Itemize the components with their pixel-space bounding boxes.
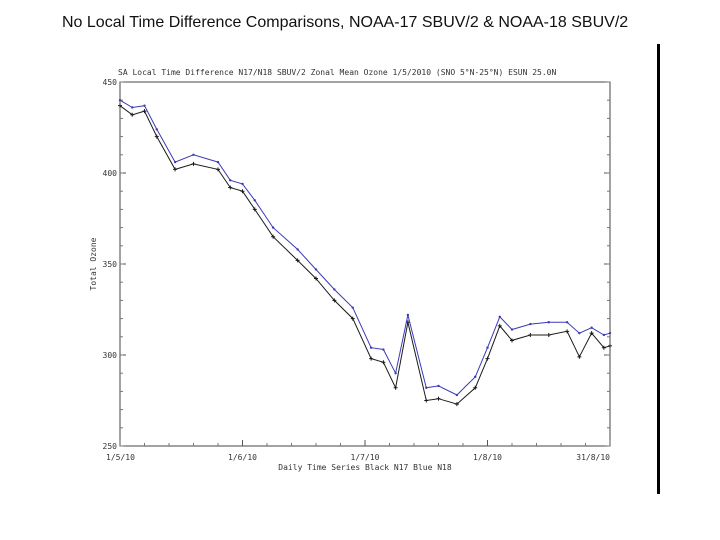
x-tick-label: 1/8/10 (473, 453, 502, 462)
n17-point (314, 276, 318, 281)
chart-title: SA Local Time Difference N17/N18 SBUV/2 … (118, 68, 556, 77)
n17-point (154, 134, 159, 139)
n17-point (381, 360, 386, 365)
n18-point (241, 182, 244, 186)
n17-point (271, 234, 276, 239)
n18-point (143, 104, 146, 107)
y-tick-label: 250 (103, 442, 118, 451)
n18-point (602, 333, 606, 337)
n17-point (608, 343, 612, 348)
n17-point (497, 323, 502, 328)
n18-point (529, 322, 532, 326)
plot-frame (119, 81, 611, 447)
n18-point (590, 326, 593, 329)
n18-point (192, 153, 195, 156)
n17-point (332, 298, 337, 303)
y-axis-label: Total Ozone (89, 237, 98, 290)
n17-point (173, 167, 178, 172)
n17-point (130, 112, 135, 117)
n18-point (351, 306, 354, 309)
n18-point (437, 384, 440, 388)
n18-point (578, 331, 581, 335)
n18-point (173, 160, 177, 164)
x-tick-label: 1/7/10 (351, 453, 380, 462)
n17-point (118, 103, 122, 108)
n18-point (216, 160, 220, 164)
n18-point (547, 321, 550, 324)
n18-point (333, 288, 336, 291)
x-axis-label: Daily Time Series Black N17 Blue N18 (278, 463, 452, 472)
series-group (118, 99, 612, 407)
n18-point (382, 348, 385, 351)
y-tick-label: 350 (103, 260, 118, 269)
axis-ticks: 450 400 350 300 250 1/5/10 1/6/10 1/7/10 1/8/10 3… (103, 78, 611, 462)
n17-point (252, 207, 257, 212)
n17-point (369, 356, 374, 361)
n17-point (577, 354, 582, 359)
n17-point (473, 385, 478, 390)
n18-point (155, 128, 158, 131)
n18-point (486, 346, 489, 349)
n17-point (228, 185, 233, 190)
n17-point (424, 398, 429, 403)
n18-point (296, 248, 299, 251)
n17-point (546, 332, 551, 337)
n17-point (142, 109, 147, 114)
n18-point (229, 179, 232, 182)
y-tick-label: 400 (103, 169, 118, 178)
n17-point (295, 258, 300, 263)
x-tick-label: 31/8/10 (576, 453, 610, 462)
n18-point (455, 393, 459, 397)
n17-point (485, 356, 490, 361)
n18-point (394, 372, 397, 375)
n18-point (608, 331, 612, 335)
n18-point (369, 346, 373, 349)
slide-title: No Local Time Difference Comparisons, NO… (62, 14, 629, 31)
n18-point (474, 375, 477, 379)
n17-point (240, 189, 245, 194)
n17-point (216, 167, 220, 172)
n18-point (314, 268, 318, 271)
n17-point (436, 396, 441, 401)
n18-point (253, 199, 256, 202)
y-tick-label: 300 (103, 351, 118, 360)
x-tick-label: 1/6/10 (228, 453, 257, 462)
n17-point (393, 385, 398, 390)
y-tick-label: 450 (103, 78, 118, 87)
n17-point (510, 338, 514, 343)
n17-point (589, 331, 594, 336)
n17-point (601, 345, 606, 350)
n18-point (118, 99, 122, 102)
x-tick-label: 1/5/10 (106, 453, 135, 462)
n18-point (565, 321, 569, 324)
n18-point (425, 386, 428, 389)
n17-point (350, 316, 355, 321)
n18-point (131, 106, 134, 109)
n18-point (498, 315, 501, 318)
n17-point (191, 161, 196, 166)
n18-point (271, 226, 275, 229)
n17-point (454, 402, 459, 407)
n17-point (528, 332, 533, 337)
n17-point (565, 329, 570, 334)
n18-point (510, 328, 514, 331)
vertical-divider (657, 44, 660, 494)
n18-point (406, 313, 410, 317)
